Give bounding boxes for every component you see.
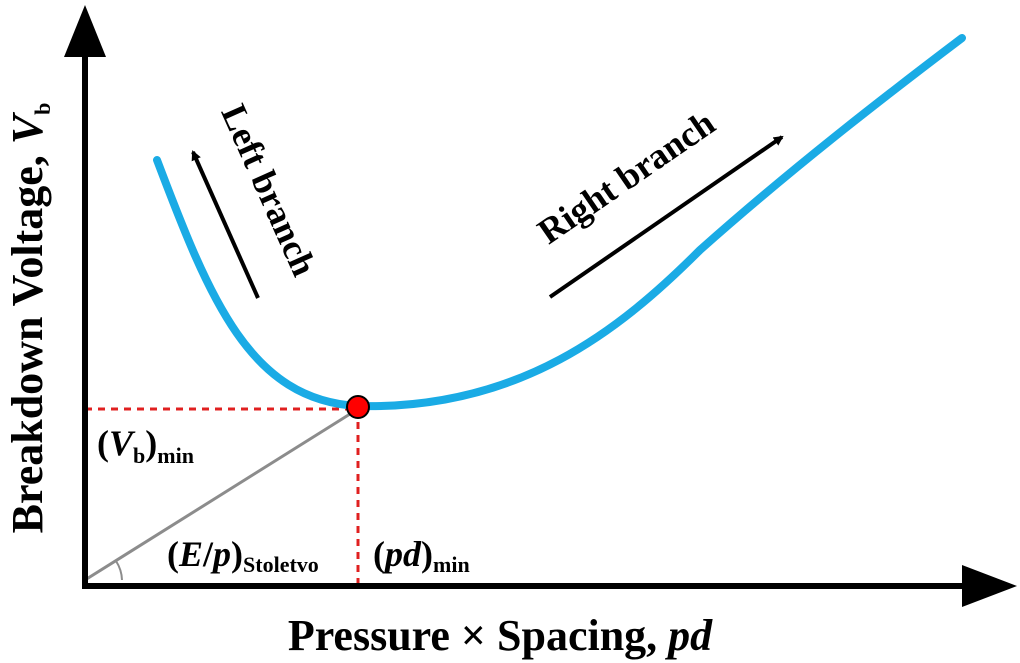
paschen-curve: [153, 34, 966, 411]
x-axis-label: Pressure × Spacing, pd: [288, 611, 713, 660]
left-branch-label: Left branch: [213, 98, 324, 281]
x-axis-arrow-icon: [962, 565, 1017, 607]
y-axis-label: Breakdown Voltage, Vb: [3, 103, 55, 534]
right-branch-label: Right branch: [530, 103, 722, 252]
minimum-point-marker-icon: [346, 395, 370, 419]
e-over-p-label: (E/p)Stoletvo: [167, 534, 319, 577]
tangent-angle-arc: [115, 560, 123, 581]
stoletov-tangent-line: [84, 407, 359, 582]
left-branch-arrow-icon: [191, 150, 260, 299]
vb-min-label: (Vb)min: [97, 423, 194, 468]
pd-min-label: (pd)min: [373, 534, 470, 577]
y-axis-arrow-icon: [64, 5, 106, 57]
right-branch-arrow-icon: [548, 135, 784, 299]
